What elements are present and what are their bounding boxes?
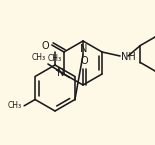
Text: O: O bbox=[41, 41, 49, 51]
Text: O: O bbox=[80, 56, 88, 66]
Text: N: N bbox=[80, 44, 88, 54]
Text: NH: NH bbox=[121, 52, 136, 62]
Text: CH₃: CH₃ bbox=[8, 101, 22, 110]
Text: CH₃: CH₃ bbox=[48, 54, 62, 63]
Text: N: N bbox=[57, 68, 65, 78]
Text: CH₃: CH₃ bbox=[32, 53, 46, 62]
